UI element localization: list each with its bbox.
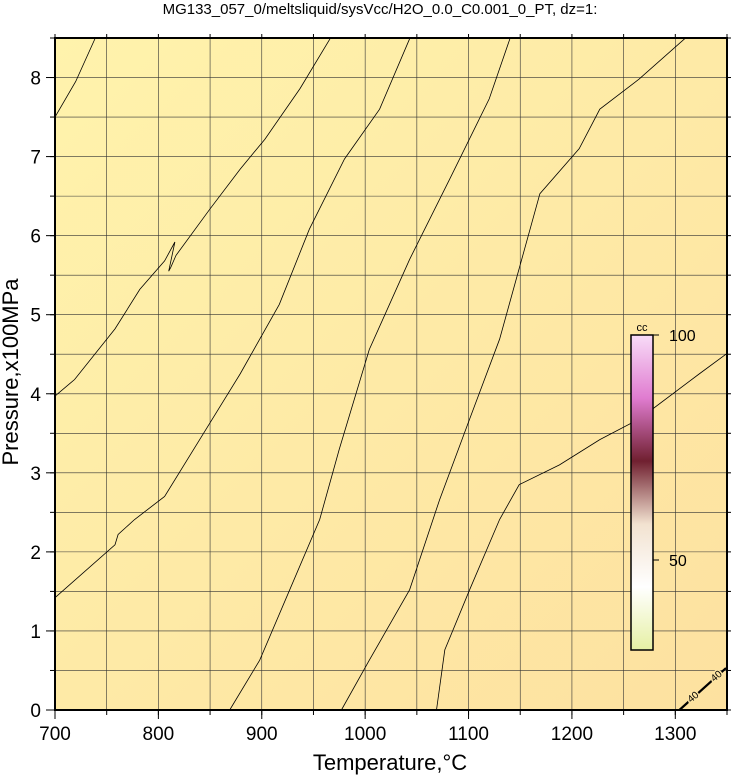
contour-line [54,37,96,118]
contour-line [229,38,511,711]
contour-line [54,38,410,599]
y-tick-label: 0 [30,701,41,722]
colorbar-tick-label: 100 [669,328,696,345]
y-tick-label: 2 [30,543,41,564]
y-tick-label: 7 [30,148,41,169]
x-tick-label: 1300 [654,724,696,745]
y-tick-label: 3 [30,464,41,485]
y-tick-label: 8 [30,69,41,90]
x-axis-label: Temperature,°C [313,750,467,775]
colorbar-label: cc [637,322,649,334]
x-tick-label: 1000 [344,724,386,745]
y-tick-label: 4 [30,385,41,406]
x-tick-label: 1200 [551,724,593,745]
x-tick-label: 700 [39,724,71,745]
plot-background [55,38,727,710]
colorbar [630,334,654,651]
contour-line [341,38,685,711]
y-tick-label: 6 [30,227,41,248]
plot-frame [54,37,728,711]
contour-line [678,667,727,711]
x-tick-label: 800 [143,724,175,745]
colorbar-tick-label: 50 [669,553,687,570]
y-axis-label: Pressure,x100MPa [0,278,23,466]
contour-line [436,353,727,711]
chart-title: MG133_057_0/meltsliquid/sysVcc/H2O_0.0_C… [163,1,598,18]
x-tick-label: 900 [246,724,278,745]
y-tick-label: 1 [30,622,41,643]
contour-line [54,38,331,397]
y-tick-label: 5 [30,306,41,327]
x-tick-label: 1100 [448,724,489,745]
